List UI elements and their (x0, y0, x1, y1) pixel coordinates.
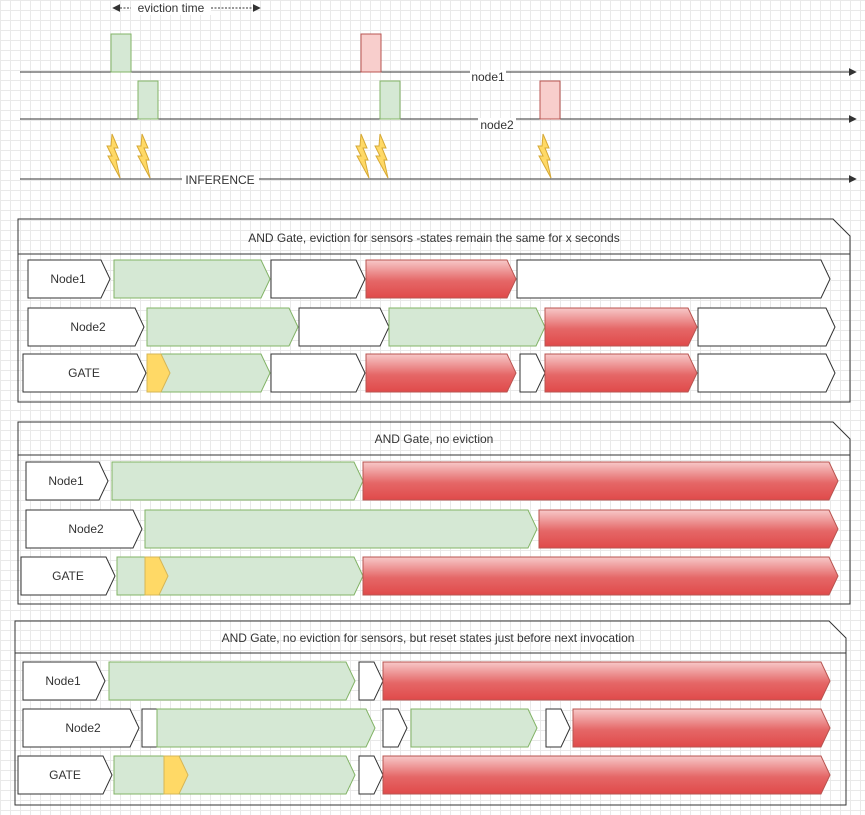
segment-red (365, 259, 517, 299)
eviction-time-label: eviction time (138, 1, 205, 15)
segment-white (270, 259, 366, 299)
panel-frame (17, 421, 851, 605)
panel-frame (14, 620, 847, 806)
timeline-node1: node1 (20, 33, 857, 84)
row-label: Node1 (45, 674, 81, 688)
segment-green (113, 259, 271, 299)
node2-label-bg (478, 118, 516, 130)
row-label: GATE (68, 366, 100, 380)
segment-green (113, 755, 356, 795)
segment-white (697, 353, 836, 393)
node1-label-bg (470, 70, 506, 82)
segment-white (545, 708, 571, 748)
eviction-label-bg (131, 1, 211, 15)
timeline-node2: node2 (20, 80, 857, 132)
segment-white (358, 661, 384, 701)
panel-title: AND Gate, no eviction (375, 432, 494, 446)
segment-red (538, 509, 839, 549)
panel-eviction: AND Gate, eviction for sensors -states r… (17, 218, 851, 403)
segment-white (358, 755, 384, 795)
row-label-box (27, 307, 145, 347)
lightning-bolt-icon (106, 133, 121, 179)
lightning-bolt-icon (537, 133, 552, 179)
timeline-inference: INFERENCE (20, 133, 857, 187)
segment-green (410, 708, 538, 748)
node2-pulse-green-2 (379, 80, 401, 120)
segment-red (544, 307, 698, 347)
segment-red (382, 661, 831, 701)
segment-white (697, 307, 836, 347)
lightning-bolt-icon (374, 133, 389, 179)
segment-red (382, 755, 831, 795)
row-label-box (25, 509, 143, 549)
row-label-box (25, 461, 109, 501)
segment-green (388, 307, 546, 347)
segment-red (362, 461, 839, 501)
segment-red (544, 353, 698, 393)
lightning-bolt-icon (136, 133, 151, 179)
segment-yellow (146, 353, 171, 393)
row-label-box (20, 556, 116, 596)
panel-title: AND Gate, eviction for sensors -states r… (248, 231, 619, 245)
row-label: GATE (52, 569, 84, 583)
node2-pulse-red (539, 80, 561, 120)
segment-yellow (163, 755, 189, 795)
panel-reset-states: AND Gate, no eviction for sensors, but r… (14, 620, 847, 806)
row-label-box (22, 708, 140, 748)
row-label: Node2 (70, 320, 106, 334)
row-label-box (22, 353, 147, 393)
row-label: Node1 (50, 272, 86, 286)
segment-red (365, 353, 517, 393)
panel-title: AND Gate, no eviction for sensors, but r… (222, 631, 635, 645)
segment-white (382, 708, 408, 748)
node1-pulse-green (110, 33, 132, 73)
segment-green (156, 708, 376, 748)
inference-axis-label: INFERENCE (185, 173, 254, 187)
segment-red (362, 556, 839, 596)
segment-green (144, 509, 538, 549)
segment-white (270, 353, 366, 393)
row-label-box (17, 755, 113, 795)
panel-no-eviction: AND Gate, no eviction Node1 Node2 GATE (17, 421, 851, 605)
node1-pulse-red (360, 33, 382, 73)
row-label: Node2 (65, 721, 101, 735)
node2-pulse-green-1 (137, 80, 159, 120)
node2-axis-label: node2 (480, 118, 514, 132)
segment-red (572, 708, 831, 748)
row-label-box (22, 661, 106, 701)
row-label: Node1 (48, 474, 84, 488)
segment-white (298, 307, 390, 347)
segment-green (116, 556, 364, 596)
segment-white (516, 259, 831, 299)
row-label-box (27, 259, 111, 299)
lightning-bolt-icon (355, 133, 370, 179)
row-label: Node2 (68, 522, 104, 536)
panel-frame (17, 218, 851, 403)
segment-green (146, 307, 299, 347)
inference-label-bg (182, 172, 259, 186)
node1-axis-label: node1 (471, 70, 505, 84)
row-label: GATE (49, 768, 81, 782)
segment-white (519, 353, 546, 393)
segment-yellow (144, 556, 169, 596)
segment-green (108, 661, 356, 701)
segment-green (111, 461, 364, 501)
eviction-time-annotation: eviction time (112, 1, 261, 15)
